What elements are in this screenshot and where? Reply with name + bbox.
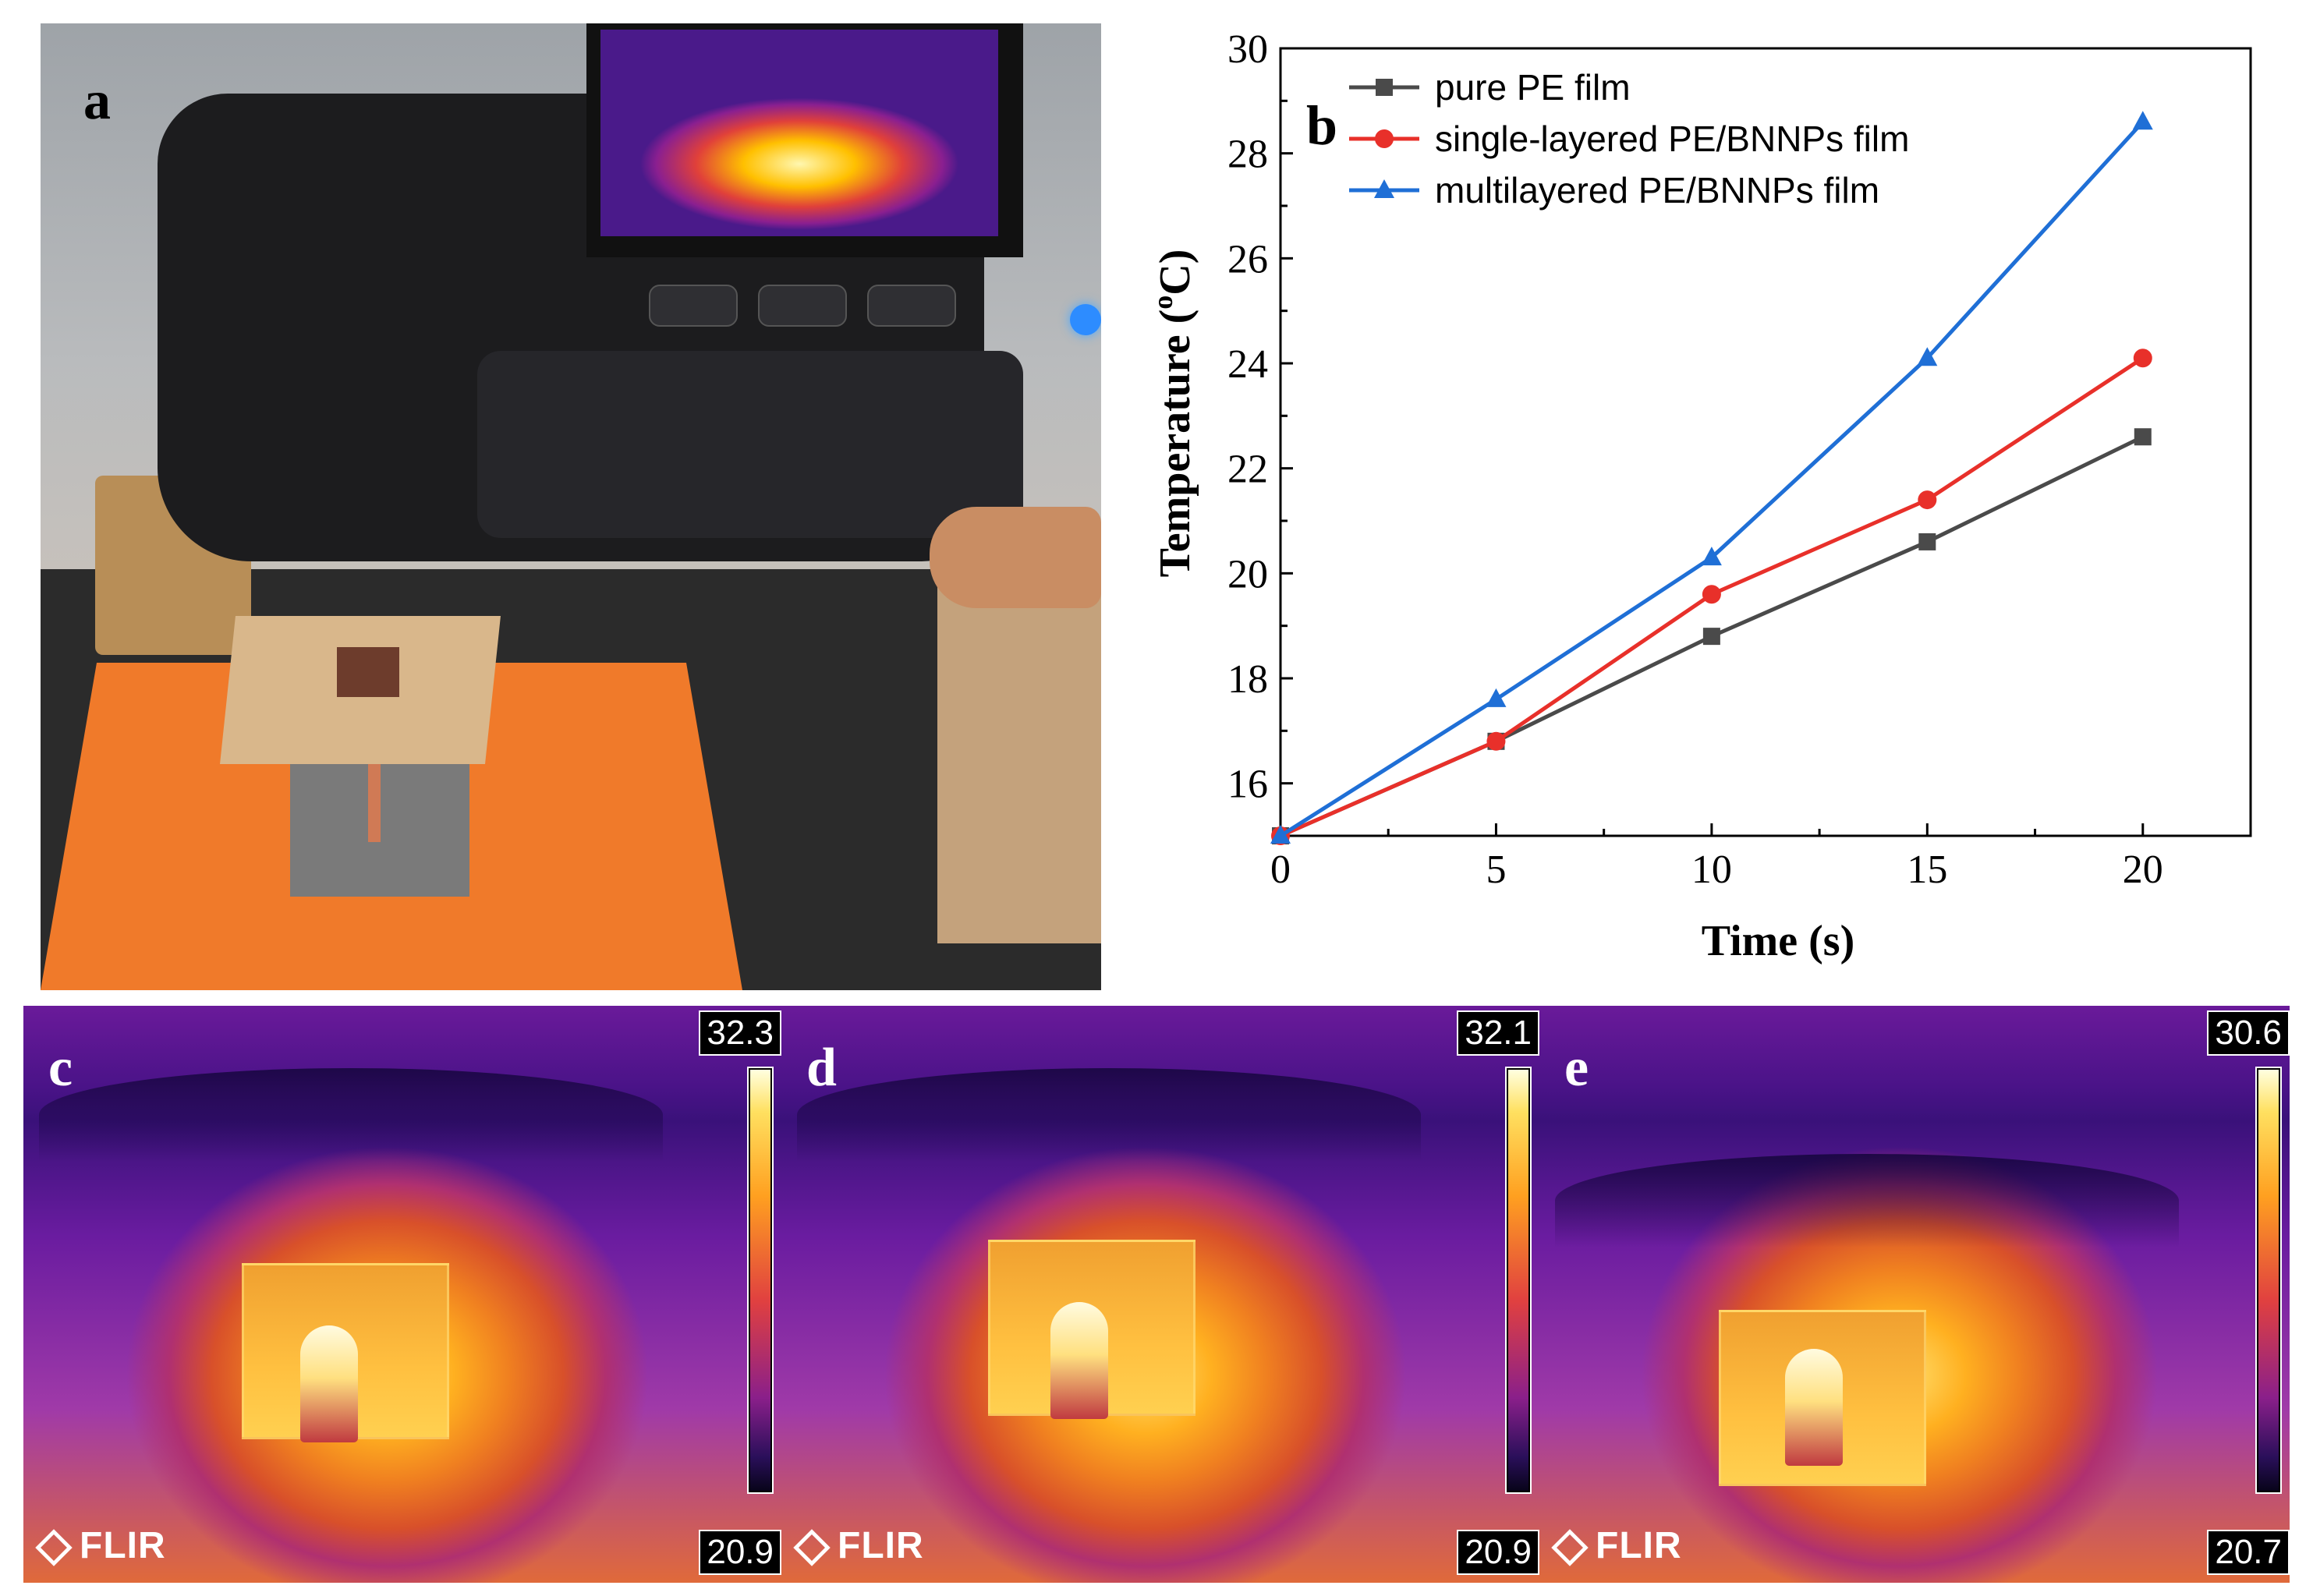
flir-logo: FLIR — [793, 1524, 924, 1567]
temperature-scale-bar — [2257, 1068, 2280, 1492]
y-tick-label: 22 — [1227, 448, 1268, 492]
thermal-background — [1539, 1006, 2290, 1583]
scale-min-value: 20.9 — [1457, 1530, 1539, 1575]
x-tick-label: 0 — [1270, 848, 1291, 892]
panel-letter-e: e — [1564, 1038, 1589, 1098]
temperature-scale-bar — [749, 1068, 772, 1492]
y-axis-title-sup: o — [1147, 295, 1178, 310]
y-tick-label: 26 — [1227, 237, 1268, 281]
data-point — [1270, 825, 1291, 844]
hot-rod-region — [1050, 1302, 1108, 1419]
legend: pure PE film single-layered PE/BNNPs film… — [1349, 67, 1909, 211]
flir-logo-text: FLIR — [1596, 1525, 1682, 1566]
x-tick-label: 15 — [1907, 848, 1947, 892]
panel-letter-d: d — [806, 1038, 837, 1098]
thermal-image-e: 30.6 20.7 FLIR e — [1539, 1006, 2290, 1583]
data-point — [1918, 533, 1936, 550]
line-chart: 0 5 10 15 20 16 18 20 22 24 26 28 30 pure PE film si… — [1147, 27, 2252, 965]
x-tick-label: 20 — [2123, 848, 2163, 892]
camera-thermal-preview — [600, 30, 998, 236]
plot-frame — [1279, 47, 2252, 837]
data-point — [1702, 628, 1720, 646]
panel-letter-b: b — [1306, 94, 1337, 157]
series-line — [1279, 120, 2145, 838]
flir-logo: FLIR — [1551, 1524, 1682, 1567]
flir-diamond-icon — [1551, 1529, 1589, 1567]
series-triangle — [1270, 111, 2153, 844]
x-tick-label: 10 — [1691, 848, 1732, 892]
y-tick-label: 16 — [1227, 763, 1268, 807]
data-point — [2132, 111, 2153, 130]
series-layer — [1270, 111, 2153, 845]
legend-label: multilayered PE/BNNPs film — [1435, 170, 1879, 211]
thermal-shadow — [797, 1068, 1421, 1162]
temperature-chart-panel: 0 5 10 15 20 16 18 20 22 24 26 28 30 pure PE film si… — [1107, 0, 2313, 998]
camera-button-2 — [758, 285, 847, 327]
camera-button-1 — [649, 285, 738, 327]
data-point — [1702, 585, 1721, 604]
camera-grip — [477, 351, 1023, 538]
y-axis-title-main: Temperature ( — [1151, 310, 1199, 578]
flir-logo-text: FLIR — [838, 1525, 924, 1566]
data-point — [1918, 490, 1937, 510]
y-axis: 16 18 20 22 24 26 28 30 — [1227, 27, 1293, 837]
legend-entry: single-layered PE/BNNPs film — [1349, 119, 1909, 159]
data-point — [1375, 129, 1394, 148]
flir-logo: FLIR — [35, 1524, 166, 1567]
temperature-scale-bar — [1507, 1068, 1530, 1492]
flir-diamond-icon — [793, 1529, 831, 1567]
thermal-shadow — [39, 1068, 663, 1162]
data-point — [1486, 731, 1506, 751]
y-tick-label: 20 — [1227, 552, 1268, 596]
flir-logo-text: FLIR — [80, 1525, 166, 1566]
y-tick-label: 30 — [1227, 27, 1268, 72]
series-circle — [1271, 349, 2152, 845]
scale-min-value: 20.9 — [699, 1530, 781, 1575]
y-tick-label: 18 — [1227, 657, 1268, 702]
hot-rod-region — [1785, 1349, 1843, 1466]
scale-max-value: 32.1 — [1457, 1010, 1539, 1056]
y-axis-title-tail: C) — [1151, 249, 1199, 295]
y-axis-title: Temperature (oC) — [1147, 249, 1199, 578]
camera-button-3 — [867, 285, 956, 327]
y-tick-label: 28 — [1227, 133, 1268, 177]
panel-letter-c: c — [48, 1038, 73, 1098]
legend-entry: pure PE film — [1349, 67, 1631, 108]
power-led-icon — [1070, 304, 1101, 335]
hand — [930, 507, 1101, 608]
scale-max-value: 30.6 — [2207, 1010, 2290, 1056]
setup-photo-panel: a — [41, 23, 1101, 990]
thermal-shadow — [1555, 1154, 2179, 1247]
hot-rod-region — [300, 1325, 358, 1442]
x-axis-title: Time (s) — [1702, 917, 1855, 965]
x-tick-label: 5 — [1486, 848, 1506, 892]
scale-min-value: 20.7 — [2207, 1530, 2290, 1575]
legend-entry: multilayered PE/BNNPs film — [1349, 170, 1879, 211]
data-point — [2133, 349, 2152, 368]
data-point — [1917, 347, 1938, 366]
data-point — [1486, 688, 1507, 707]
data-point — [1701, 547, 1722, 566]
scale-max-value: 32.3 — [699, 1010, 781, 1056]
legend-label: single-layered PE/BNNPs film — [1435, 119, 1909, 159]
legend-label: pure PE film — [1435, 67, 1631, 108]
thermal-image-d: 32.1 20.9 FLIR d — [781, 1006, 1539, 1583]
data-point — [1374, 179, 1394, 198]
plot-border — [1279, 47, 2252, 837]
cardboard-box — [937, 585, 1101, 943]
y-tick-label: 24 — [1227, 342, 1268, 387]
panel-letter-a: a — [83, 71, 111, 131]
data-point — [1376, 79, 1393, 96]
data-point — [2134, 428, 2152, 446]
film-window — [337, 647, 399, 697]
thermal-image-c: 32.3 20.9 FLIR c — [23, 1006, 781, 1583]
flir-diamond-icon — [35, 1529, 73, 1567]
x-axis: 0 5 10 15 20 — [1270, 823, 2163, 892]
